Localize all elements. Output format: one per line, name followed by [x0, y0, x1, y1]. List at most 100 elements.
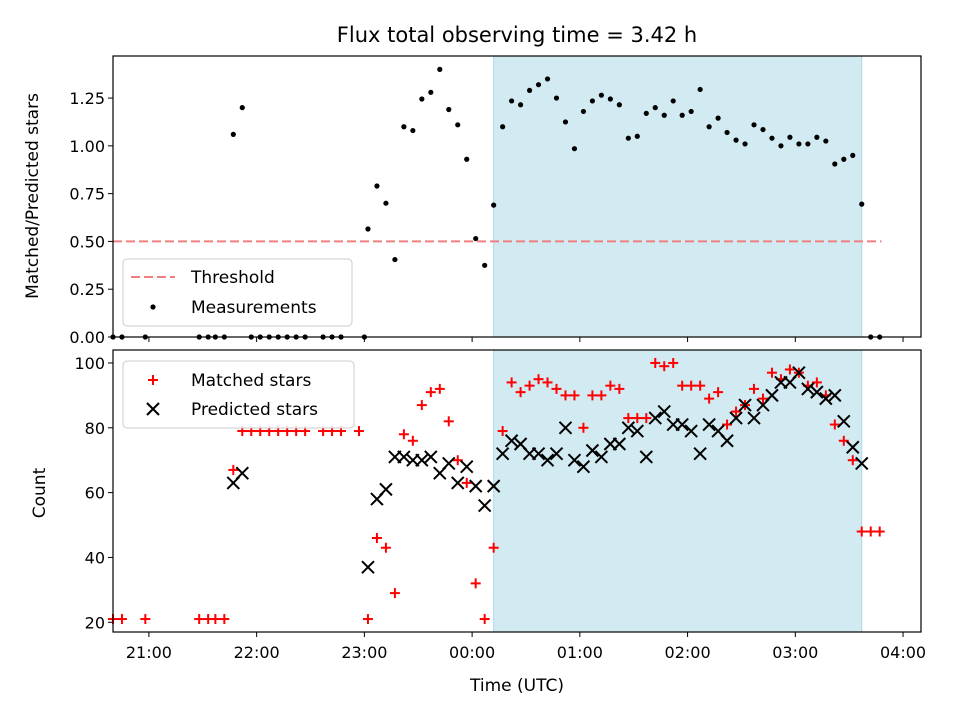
marker-stroke — [531, 447, 546, 461]
marker-stroke — [837, 414, 851, 429]
matched-star-marker — [140, 614, 151, 625]
matched-star-marker — [704, 393, 715, 404]
bottom-panel: 20 40 60 80 100 21:00 22:00 23:00 00:00 01:00 02:0… — [74, 349, 926, 662]
marker-stroke — [504, 434, 519, 448]
marker-stroke — [711, 424, 725, 438]
matched-star-marker — [353, 426, 364, 437]
predicted-star-marker — [810, 385, 824, 399]
measurement-point — [562, 119, 569, 125]
marker-stroke — [684, 424, 698, 438]
matched-star-marker — [713, 387, 724, 398]
predicted-star-marker — [495, 447, 510, 461]
predicted-star-marker — [504, 434, 519, 448]
measurement-point — [643, 110, 649, 116]
marker-stroke — [576, 459, 591, 474]
marker-stroke — [810, 385, 824, 399]
measurement-point — [230, 131, 236, 137]
predicted-star-marker — [846, 440, 860, 454]
measurement-point — [652, 105, 658, 111]
measurement-point — [670, 98, 676, 104]
matched-star-marker — [524, 380, 535, 391]
marker-stroke — [621, 421, 636, 435]
matched-star-marker — [551, 383, 562, 394]
plot-frame — [112, 55, 922, 338]
measurement-point — [509, 98, 515, 104]
matched-star-marker — [766, 367, 777, 378]
measurement-point — [419, 96, 425, 102]
marker-stroke — [540, 453, 555, 467]
matched-star-marker — [515, 387, 526, 398]
measurement-point — [500, 124, 506, 130]
y-tick-label: 80 — [85, 419, 105, 438]
matched-star-marker — [470, 578, 481, 589]
predicted-star-marker — [415, 453, 429, 467]
measurement-point — [751, 122, 757, 128]
predicted-star-marker — [801, 382, 815, 396]
predicted-star-marker — [379, 482, 393, 497]
measurement-point — [760, 126, 766, 133]
predicted-star-marker — [819, 391, 833, 406]
matched-star-marker — [605, 380, 616, 391]
marker-stroke — [765, 388, 779, 403]
measurement-point — [580, 108, 587, 115]
measurement-point — [464, 156, 470, 162]
marker-stroke — [235, 466, 249, 480]
marker-stroke — [442, 456, 456, 471]
predicted-star-marker — [468, 479, 483, 493]
measurement-point — [850, 152, 856, 159]
measurement-point — [571, 146, 578, 152]
measurement-point — [733, 137, 739, 143]
plot-frame — [112, 349, 922, 633]
marker-stroke — [648, 411, 662, 425]
marker-stroke — [639, 450, 653, 464]
measurement-point — [491, 202, 497, 208]
matched-star-marker — [587, 390, 598, 401]
measurement-point — [553, 95, 560, 101]
marker-stroke — [361, 560, 375, 574]
y-tick-label: 0.25 — [69, 280, 105, 299]
matched-star-marker — [533, 374, 544, 385]
marker-stroke — [846, 440, 860, 454]
legend-threshold-label: Threshold — [190, 268, 275, 288]
y-tick-label: 0.00 — [69, 328, 105, 347]
predicted-star-marker — [540, 453, 555, 467]
matched-star-marker — [407, 435, 418, 446]
predicted-star-marker — [720, 434, 734, 448]
matched-star-marker — [784, 364, 795, 375]
predicted-star-marker — [576, 459, 591, 474]
predicted-star-marker — [639, 450, 653, 464]
matched-star-marker — [398, 429, 409, 440]
measurement-point — [598, 92, 604, 98]
matched-star-marker — [116, 614, 127, 625]
matched-star-marker — [389, 588, 400, 599]
matched-star-marker — [560, 390, 571, 401]
marker-stroke — [747, 411, 761, 425]
predicted-star-marker — [828, 388, 842, 403]
measurement-point — [625, 135, 631, 141]
marker-stroke — [594, 450, 609, 464]
predicted-star-marker — [612, 437, 627, 451]
marker-stroke — [693, 447, 707, 461]
predicted-star-marker — [424, 450, 438, 464]
measurement-point — [679, 112, 685, 118]
matched-star-marker — [757, 393, 768, 404]
x-tick-label: 21:00 — [126, 643, 172, 662]
chart-title: Flux total observing time = 3.42 h — [337, 23, 697, 47]
predicted-star-marker — [549, 447, 564, 461]
measurement-point — [634, 133, 640, 139]
marker-stroke — [513, 437, 528, 451]
matched-star-marker — [650, 357, 661, 368]
marker-stroke — [702, 417, 716, 432]
marker-stroke — [379, 482, 393, 497]
x-tick-label: 03:00 — [772, 643, 818, 662]
measurement-point — [859, 201, 865, 207]
x-tick-label: 22:00 — [234, 643, 280, 662]
marker-stroke — [477, 498, 492, 513]
measurement-point — [401, 124, 407, 130]
y-tick-label: 1.25 — [69, 89, 105, 108]
matched-star-marker — [632, 413, 643, 424]
matched-star-marker — [731, 406, 742, 417]
predicted-star-marker — [702, 417, 716, 432]
marker-stroke — [415, 453, 429, 467]
measurement-point — [832, 161, 838, 167]
